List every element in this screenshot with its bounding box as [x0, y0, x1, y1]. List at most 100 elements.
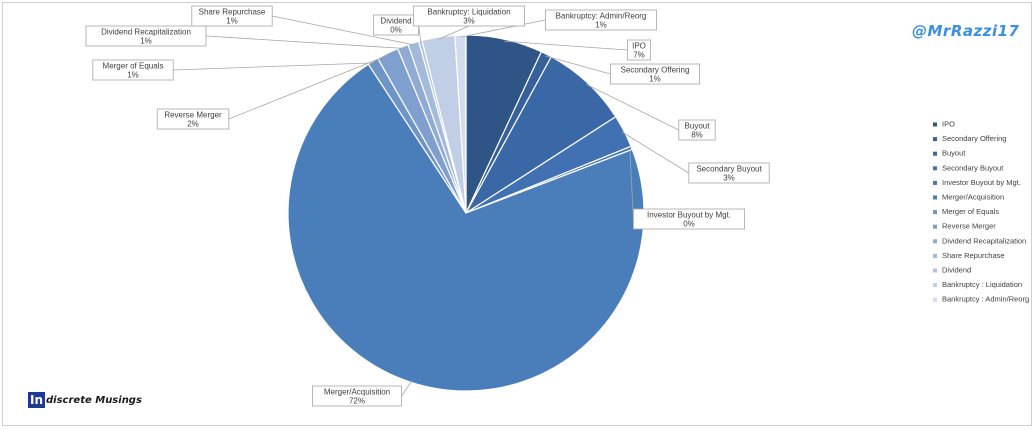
leader-line-dividend-recapitalization — [205, 35, 404, 49]
callout-label: Secondary Offering — [621, 66, 690, 75]
leader-line-ipo — [504, 40, 628, 51]
callout-box — [633, 208, 746, 230]
legend-swatch — [933, 195, 937, 200]
legend-item-bankruptcy-admin-reorg: Bankruptcy : Admin/Reorg — [933, 295, 1029, 304]
legend-swatch — [933, 268, 937, 273]
callout-value: 3% — [463, 17, 475, 26]
leader-line-merger-acquisition — [401, 380, 413, 397]
callout-box — [412, 5, 525, 27]
callout-investor-buyout-by-mgt: Investor Buyout by Mgt.0% — [633, 208, 746, 230]
legend-swatch — [933, 253, 937, 258]
legend-label: Secondary Offering — [942, 134, 1006, 143]
leader-line-merger-of-equals — [173, 62, 375, 71]
legend-label: Investor Buyout by Mgt. — [942, 178, 1021, 187]
callout-value: 1% — [140, 37, 152, 46]
legend-item-merger-acquisition: Merger/Acquisition — [933, 193, 1004, 202]
leader-line-secondary-offering — [545, 55, 611, 75]
legend-label: Share Repurchase — [942, 251, 1005, 260]
leader-line-secondary-buyout — [622, 131, 690, 174]
callout-label: Secondary Buyout — [696, 165, 762, 174]
callout-value: 1% — [226, 17, 238, 26]
callout-box — [191, 5, 273, 27]
callout-label: IPO — [632, 42, 646, 51]
callout-label: Dividend Recapitalization — [101, 28, 191, 37]
legend-item-merger-of-equals: Merger of Equals — [933, 207, 999, 216]
author-handle: @MrRazzi17 — [912, 22, 1020, 40]
callout-value: 7% — [633, 51, 645, 60]
legend-label: Dividend — [942, 266, 971, 275]
callout-label: Merger/Acquisition — [324, 388, 390, 397]
callout-value: 1% — [649, 75, 661, 84]
callout-box — [688, 162, 770, 184]
callout-label: Bankruptcy: Liquidation — [427, 8, 510, 17]
legend-label: Reverse Merger — [942, 222, 996, 231]
leader-line-reverse-merger — [228, 54, 389, 120]
legend-swatch — [933, 239, 937, 244]
callout-label: Buyout — [685, 122, 711, 131]
legend-item-investor-buyout-by-mgt: Investor Buyout by Mgt. — [933, 178, 1021, 187]
legend-label: Bankruptcy : Admin/Reorg — [942, 295, 1029, 304]
legend-item-ipo: IPO — [933, 120, 955, 129]
legend-label: Secondary Buyout — [942, 163, 1004, 172]
legend-label: Merger/Acquisition — [942, 193, 1004, 202]
leader-line-bankruptcy-liquidation — [438, 25, 470, 40]
callout-box — [610, 63, 701, 85]
legend-swatch — [933, 210, 937, 215]
legend-swatch — [933, 297, 937, 302]
callout-label: Share Repurchase — [199, 8, 266, 17]
callout-value: 8% — [691, 131, 703, 140]
legend-item-secondary-buyout: Secondary Buyout — [933, 163, 1004, 172]
legend-item-share-repurchase: Share Repurchase — [933, 251, 1005, 260]
callout-value: 3% — [723, 174, 735, 183]
legend-swatch — [933, 137, 937, 142]
callout-box — [627, 39, 652, 61]
legend-item-buyout: Buyout — [933, 149, 966, 158]
legend-item-bankruptcy-liquidation: Bankruptcy : Liquidation — [933, 280, 1022, 289]
brand-logo-mark: In — [28, 392, 46, 408]
callout-value: 0% — [390, 26, 402, 35]
legend-label: IPO — [942, 120, 955, 129]
legend-item-secondary-offering: Secondary Offering — [933, 134, 1006, 143]
callout-value: 1% — [127, 71, 139, 80]
callout-box — [678, 119, 716, 141]
slice-bankruptcy-admin-reorg — [454, 34, 467, 214]
leader-line-share-repurchase — [272, 15, 415, 46]
slice-merger-acquisition — [287, 63, 645, 392]
legend-swatch — [933, 224, 937, 229]
legend-label: Merger of Equals — [942, 207, 999, 216]
legend-label: Bankruptcy : Liquidation — [942, 280, 1022, 289]
callout-value: 72% — [349, 397, 365, 406]
leader-line-buyout — [585, 83, 679, 131]
legend-swatch — [933, 180, 937, 185]
callout-box — [311, 385, 402, 407]
brand-logo: In discrete Musings — [28, 392, 142, 408]
legend-item-reverse-merger: Reverse Merger — [933, 222, 996, 231]
callout-value: 1% — [595, 21, 607, 30]
leader-line-investor-buyout-by-mgt — [629, 148, 634, 220]
callout-label: Bankruptcy: Admin/Reorg — [556, 12, 647, 21]
callout-label: Merger of Equals — [103, 62, 164, 71]
callout-value: 2% — [187, 120, 199, 129]
brand-logo-text: discrete Musings — [46, 394, 142, 406]
callout-label: Investor Buyout by Mgt. — [647, 211, 731, 220]
callout-label: Dividend — [380, 17, 411, 26]
legend-label: Dividend Recapitalization — [942, 236, 1026, 245]
leader-line-bankruptcy-admin-reorg — [460, 19, 546, 38]
legend-item-dividend-recapitalization: Dividend Recapitalization — [933, 236, 1026, 245]
legend-swatch — [933, 283, 937, 288]
callout-label: Reverse Merger — [164, 111, 222, 120]
legend-swatch — [933, 151, 937, 156]
